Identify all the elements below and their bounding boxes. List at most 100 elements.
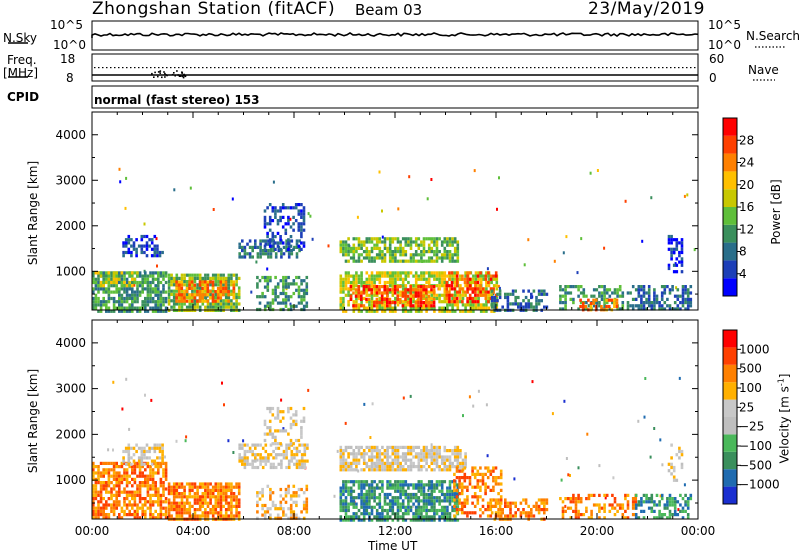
data-cell bbox=[248, 462, 252, 466]
data-cell bbox=[417, 309, 421, 313]
data-cell bbox=[653, 301, 656, 305]
data-cell bbox=[99, 271, 103, 275]
data-cell bbox=[581, 301, 585, 305]
data-cell bbox=[453, 296, 456, 301]
data-cell bbox=[375, 297, 379, 301]
data-cell bbox=[642, 516, 646, 520]
data-cell bbox=[659, 494, 662, 498]
data-cell bbox=[289, 302, 292, 306]
data-cell bbox=[684, 288, 687, 292]
data-cell bbox=[459, 300, 462, 304]
data-cell bbox=[263, 225, 267, 229]
data-cell bbox=[435, 452, 439, 456]
data-cell bbox=[445, 280, 449, 285]
data-cell bbox=[676, 297, 680, 301]
data-cell bbox=[438, 499, 441, 503]
data-cell bbox=[292, 500, 296, 504]
data-cell bbox=[298, 459, 301, 463]
data-cell bbox=[527, 299, 530, 303]
data-cell bbox=[170, 276, 173, 280]
data-cell bbox=[214, 508, 218, 512]
data-cell bbox=[438, 300, 441, 304]
data-cell bbox=[217, 492, 220, 496]
data-cell bbox=[183, 495, 186, 499]
data-cell bbox=[391, 271, 395, 275]
data-cell bbox=[167, 508, 171, 512]
data-cell bbox=[274, 206, 277, 210]
data-cell bbox=[94, 271, 98, 275]
nave-dot bbox=[654, 67, 656, 69]
data-cell bbox=[670, 238, 673, 242]
data-cell bbox=[339, 465, 343, 469]
data-cell bbox=[401, 499, 405, 503]
data-cell bbox=[360, 499, 363, 503]
data-cell bbox=[185, 273, 189, 277]
data-cell bbox=[347, 277, 350, 281]
data-cell bbox=[172, 276, 176, 280]
data-cell bbox=[269, 497, 272, 501]
data-cell bbox=[445, 293, 449, 297]
data-cell bbox=[300, 419, 303, 423]
data-cell bbox=[514, 501, 517, 505]
data-cell bbox=[141, 277, 144, 281]
data-cell bbox=[414, 253, 418, 257]
data-cell bbox=[495, 277, 499, 281]
data-cell bbox=[420, 515, 423, 519]
data-cell bbox=[375, 515, 379, 519]
data-cell bbox=[235, 302, 238, 306]
data-cell bbox=[492, 292, 495, 296]
data-cell bbox=[427, 290, 431, 294]
data-cell bbox=[603, 294, 606, 298]
data-cell bbox=[396, 483, 400, 487]
data-cell bbox=[660, 294, 664, 298]
data-cell bbox=[370, 274, 374, 278]
data-cell bbox=[131, 465, 134, 469]
data-cell bbox=[494, 274, 498, 278]
data-cell bbox=[131, 280, 134, 285]
data-cell bbox=[381, 486, 384, 490]
data-cell bbox=[604, 496, 607, 500]
data-cell bbox=[94, 471, 98, 475]
data-cell bbox=[118, 167, 121, 171]
data-cell bbox=[368, 518, 371, 522]
data-cell bbox=[284, 304, 288, 308]
data-cell bbox=[388, 259, 392, 263]
data-cell bbox=[272, 249, 275, 253]
data-cell bbox=[293, 456, 296, 460]
data-cell bbox=[149, 274, 152, 278]
data-cell bbox=[193, 514, 197, 518]
data-cell bbox=[354, 288, 358, 292]
data-cell bbox=[373, 246, 376, 250]
data-cell bbox=[388, 277, 392, 281]
data-cell bbox=[396, 515, 400, 519]
data-cell bbox=[344, 508, 348, 513]
data-cell bbox=[455, 296, 459, 301]
data-cell bbox=[476, 495, 480, 499]
data-cell bbox=[603, 304, 606, 308]
data-cell bbox=[193, 305, 197, 309]
data-cell bbox=[453, 280, 457, 285]
data-cell bbox=[388, 461, 392, 465]
data-cell bbox=[497, 284, 500, 288]
data-cell bbox=[180, 299, 184, 303]
data-cell bbox=[188, 508, 192, 512]
data-cell bbox=[675, 244, 679, 248]
data-cell bbox=[216, 293, 220, 297]
data-cell bbox=[603, 503, 606, 507]
data-cell bbox=[409, 505, 413, 509]
data-cell bbox=[386, 301, 389, 305]
data-cell bbox=[258, 497, 262, 501]
data-cell bbox=[451, 465, 454, 469]
data-cell bbox=[435, 240, 439, 244]
data-cell bbox=[399, 508, 402, 513]
data-cell bbox=[479, 277, 483, 281]
data-cell bbox=[141, 497, 144, 501]
data-cell bbox=[92, 290, 95, 294]
data-cell bbox=[458, 479, 461, 483]
data-cell bbox=[631, 503, 635, 507]
data-cell bbox=[128, 465, 131, 469]
data-cell bbox=[269, 255, 273, 259]
data-cell bbox=[484, 485, 487, 489]
data-cell bbox=[396, 237, 400, 241]
data-cell bbox=[474, 287, 477, 291]
